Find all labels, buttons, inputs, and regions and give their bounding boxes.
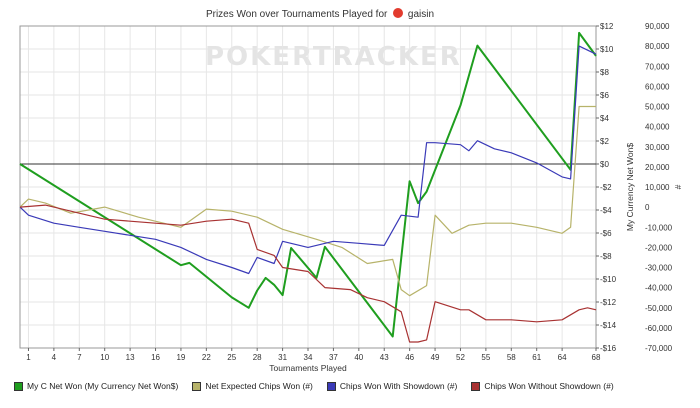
- y-left-tick-label: -$12: [600, 298, 617, 307]
- y-left-tick-label: $2: [600, 137, 609, 146]
- series-line-1: [19, 31, 597, 338]
- series-group: [19, 31, 597, 343]
- x-tick-label: 1: [26, 353, 31, 362]
- x-tick-label: 68: [592, 353, 601, 362]
- x-tick-label: 25: [227, 353, 236, 362]
- x-tick-label: 49: [431, 353, 440, 362]
- x-tick-label: 52: [456, 353, 465, 362]
- y-left-tick-label: -$14: [600, 321, 617, 330]
- legend-item-3: Chips Won With Showdown (#): [326, 381, 458, 391]
- y-right-tick-label: -50,000: [645, 304, 673, 313]
- y-right-axis-label: #: [673, 184, 683, 189]
- x-tick-label: 34: [304, 353, 313, 362]
- series-line-3: [19, 45, 597, 275]
- x-tick-label: 58: [507, 353, 516, 362]
- y-left-tick-label: $0: [600, 160, 609, 169]
- x-tick-label: 19: [176, 353, 185, 362]
- y-right-tick-label: 70,000: [645, 62, 670, 71]
- series-line-2: [19, 105, 596, 297]
- legend-item-4: Chips Won Without Showdown (#): [471, 381, 614, 391]
- chart-title: Prizes Won over Tournaments Played for g…: [0, 8, 640, 20]
- x-tick-label: 10: [100, 353, 109, 362]
- y-right-tick-label: 80,000: [645, 42, 670, 51]
- y-right-tick-label: 10,000: [645, 183, 670, 192]
- y-right-tick-label: -10,000: [645, 223, 673, 232]
- x-tick-label: 4: [52, 353, 57, 362]
- y-left-tick-label: -$10: [600, 275, 617, 284]
- x-tick-label: 22: [202, 353, 211, 362]
- x-tick-label: 61: [532, 353, 541, 362]
- x-tick-label: 31: [278, 353, 287, 362]
- legend-label: Net Expected Chips Won (#): [205, 381, 313, 391]
- y-right-tick-label: -60,000: [645, 324, 673, 333]
- legend-label: Chips Won With Showdown (#): [339, 381, 458, 391]
- x-tick-label: 55: [481, 353, 490, 362]
- series-line-4: [19, 204, 597, 343]
- y-right-tick-label: 60,000: [645, 82, 670, 91]
- y-right-tick-label: -30,000: [645, 264, 673, 273]
- legend-swatch: [192, 381, 202, 391]
- y-right-axis-ticks: -70,000 -60,000 -50,000 -40,000 -30,000 -20,0…: [645, 22, 673, 353]
- y-left-tick-label: $12: [600, 22, 614, 31]
- y-left-tick-label: $8: [600, 68, 609, 77]
- x-tick-label: 7: [77, 353, 82, 362]
- legend-swatch: [14, 381, 23, 391]
- y-right-tick-label: 40,000: [645, 123, 670, 132]
- y-right-tick-label: -70,000: [645, 344, 673, 353]
- y-left-tick-label: -$4: [600, 206, 612, 215]
- spade-icon: [393, 8, 404, 18]
- y-left-tick-label: $6: [600, 91, 609, 100]
- y-left-tick-label: -$6: [600, 229, 612, 238]
- y-right-tick-label: -20,000: [645, 243, 673, 252]
- legend-label: Chips Won Without Showdown (#): [484, 381, 614, 391]
- y-left-axis-label: My Currency Net Won$: [625, 143, 635, 231]
- y-left-axis-ticks: -$16 -$14 -$12 -$10 -$8 -$6 -$4 -$2 $0 $2 $4 $6 $8 $1…: [596, 22, 617, 353]
- legend: My C Net Won (My Currency Net Won$) Net E…: [14, 375, 690, 397]
- y-right-tick-label: 30,000: [645, 143, 670, 152]
- y-left-tick-label: -$2: [600, 183, 612, 192]
- grid: [20, 25, 597, 349]
- y-right-tick-label: 20,000: [645, 163, 670, 172]
- x-tick-label: 64: [558, 353, 567, 362]
- legend-label: My C Net Won (My Currency Net Won$): [27, 381, 179, 391]
- legend-swatch: [326, 381, 336, 391]
- watermark: POKERTRACKER: [205, 42, 462, 72]
- legend-item-2: Net Expected Chips Won (#): [192, 381, 313, 391]
- x-axis-ticks: 1 4 7 10 13 16 19 22 25 28 31 34 37 40 43 46 49 52 55 58 61 6…: [26, 348, 601, 362]
- y-left-tick-label: -$8: [600, 252, 612, 261]
- y-right-tick-label: -40,000: [645, 284, 673, 293]
- y-left-tick-label: $4: [600, 114, 609, 123]
- legend-swatch: [471, 381, 481, 391]
- x-axis-label: Tournaments Played: [269, 363, 347, 373]
- chart-title-player: gaisin: [407, 9, 435, 20]
- y-left-tick-label: $10: [600, 45, 614, 54]
- x-tick-label: 43: [380, 353, 389, 362]
- x-tick-label: 16: [151, 353, 160, 362]
- x-tick-label: 40: [354, 353, 363, 362]
- x-tick-label: 37: [329, 353, 338, 362]
- x-tick-label: 28: [253, 353, 262, 362]
- y-right-tick-label: 50,000: [645, 103, 670, 112]
- x-tick-label: 13: [126, 353, 135, 362]
- y-right-tick-label: 0: [645, 203, 650, 212]
- y-right-tick-label: 90,000: [645, 22, 670, 31]
- x-tick-label: 46: [405, 353, 414, 362]
- legend-item-1: My C Net Won (My Currency Net Won$): [14, 381, 178, 391]
- y-left-tick-label: -$16: [600, 344, 617, 353]
- chart-title-text: Prizes Won over Tournaments Played for: [205, 9, 388, 20]
